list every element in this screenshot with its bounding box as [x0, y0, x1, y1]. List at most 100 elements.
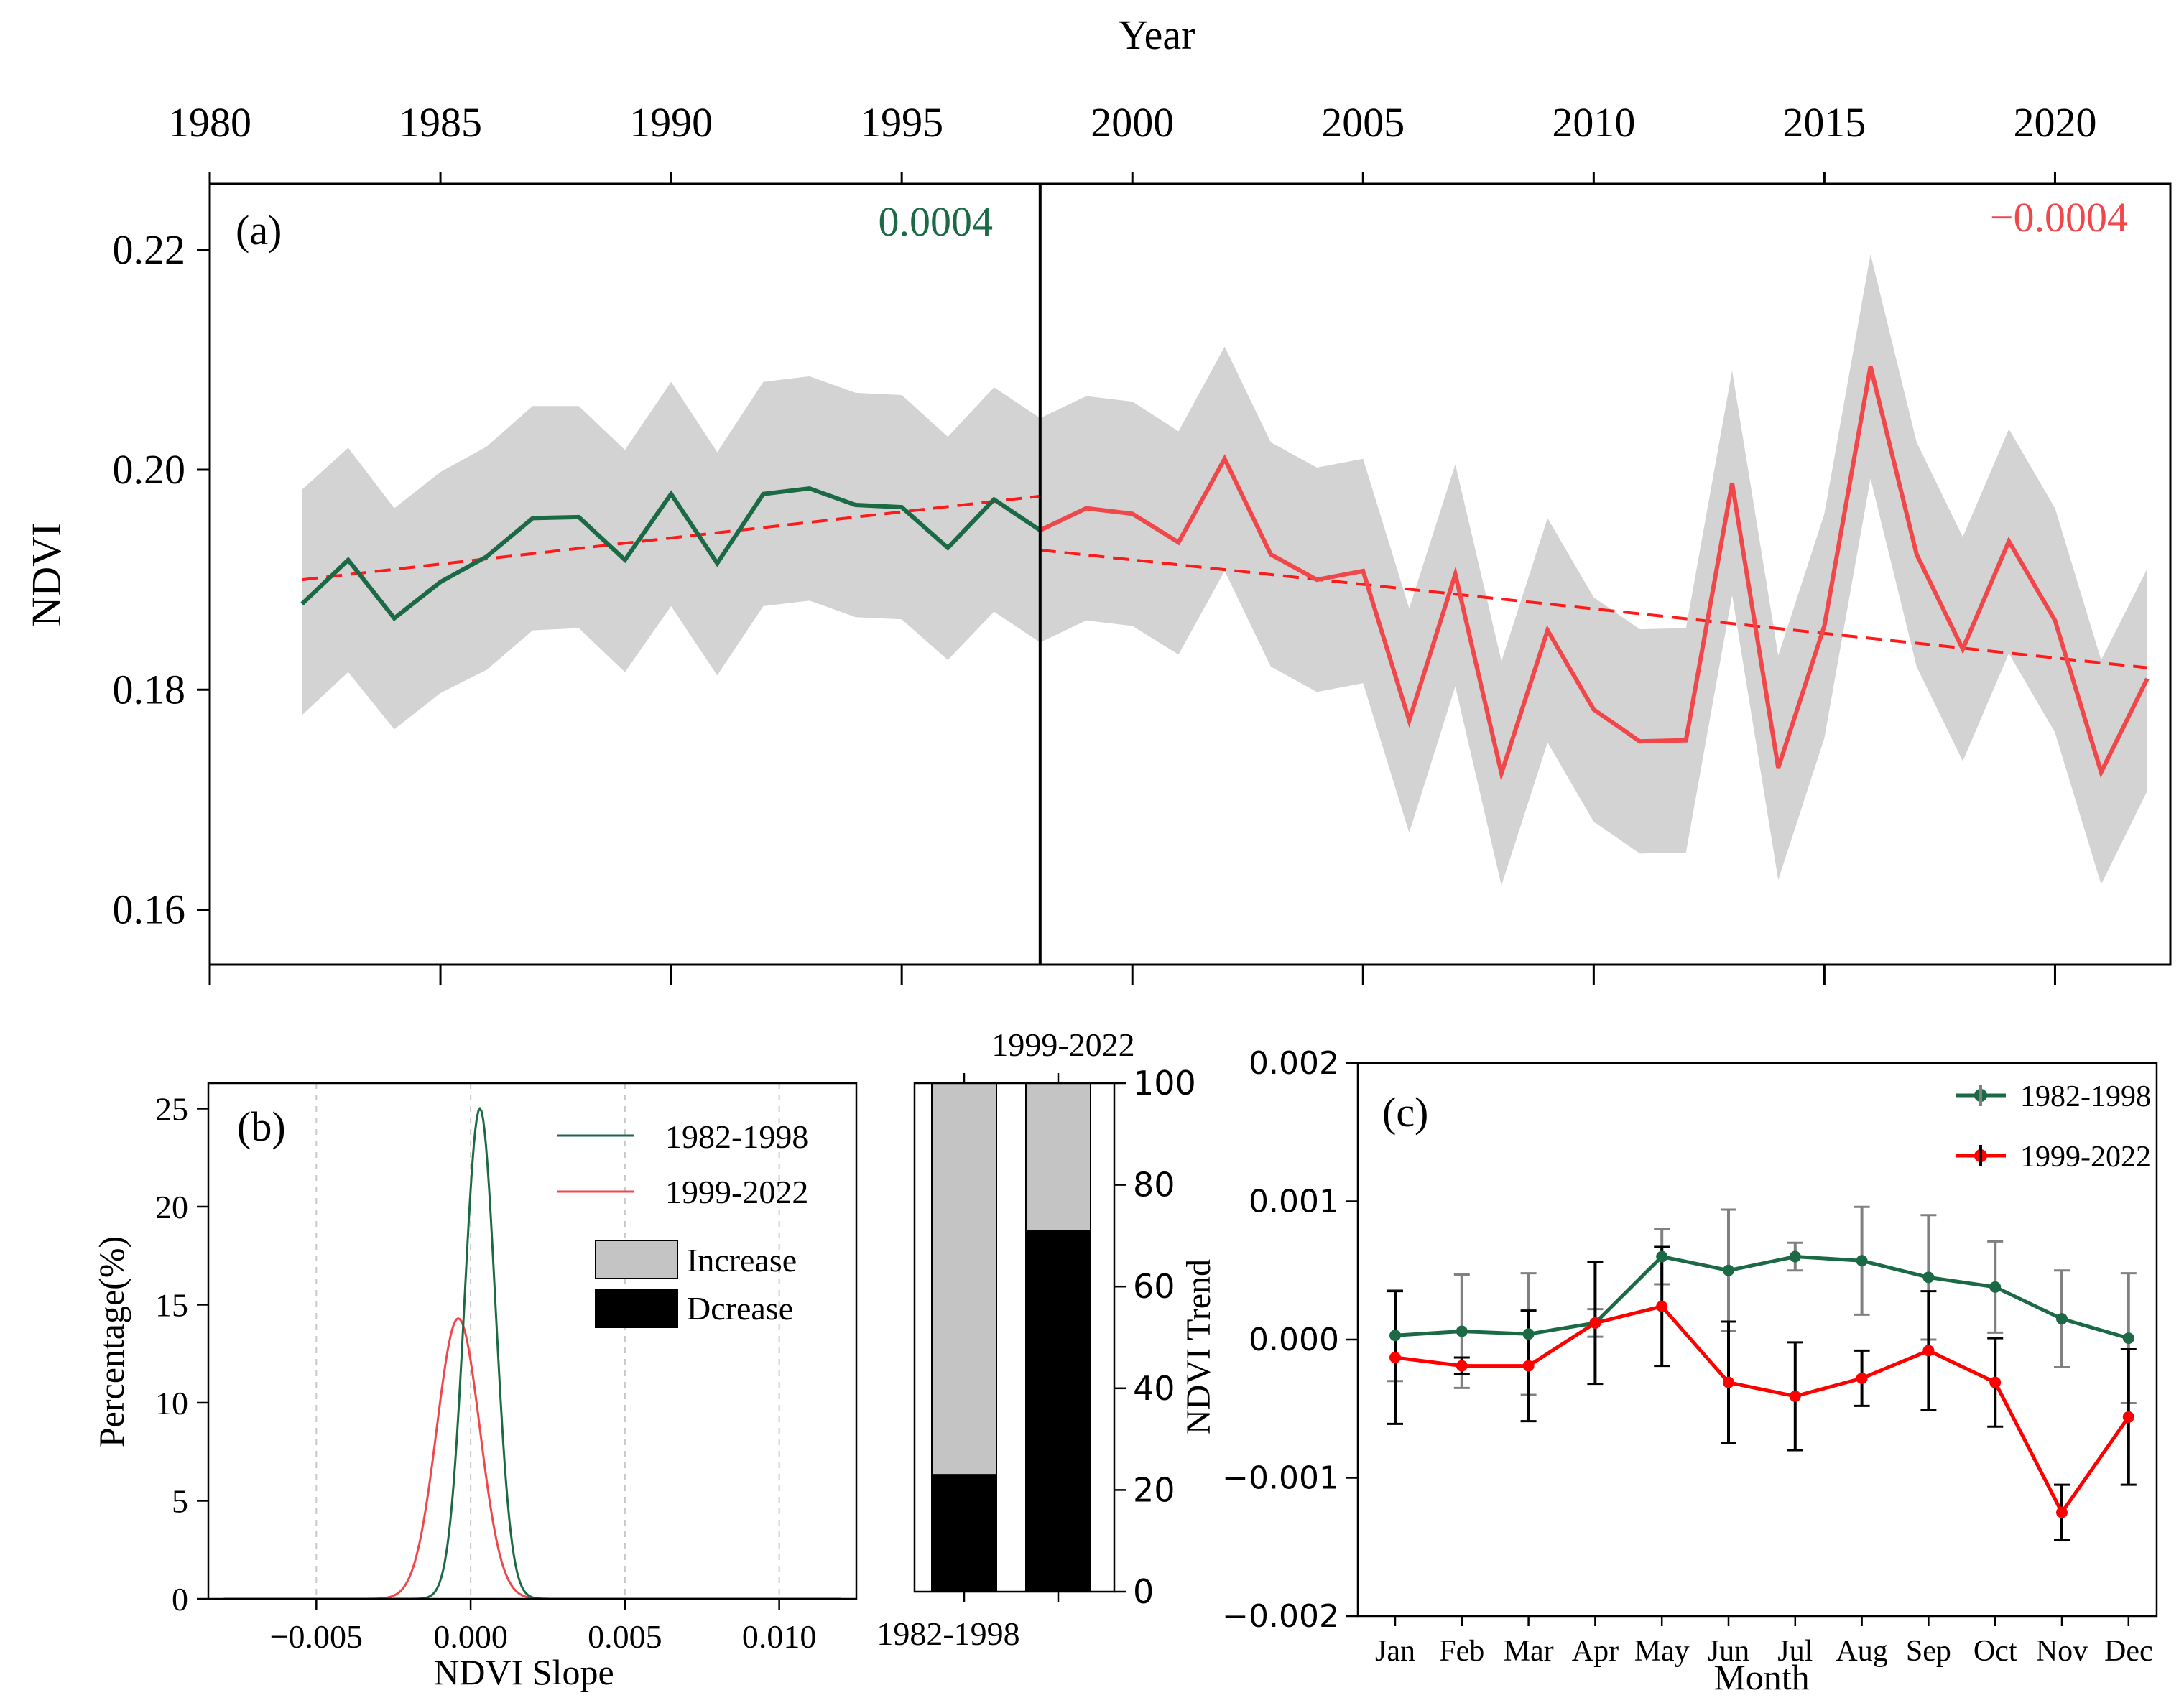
a-xtick-label-2015: 2015	[1782, 99, 1866, 146]
a-xtick-label-2005: 2005	[1321, 99, 1405, 146]
a-xtick-label-1995: 1995	[860, 99, 943, 146]
inset-bar-decrease-1982-1998	[931, 1474, 997, 1592]
c-point-1999-2022-Jun	[1723, 1376, 1734, 1388]
b-ytick-label-15: 15	[155, 1286, 188, 1323]
c-point-1982-1998-Nov	[2056, 1313, 2068, 1325]
c-point-1982-1998-Jan	[1389, 1330, 1401, 1342]
c-point-1999-2022-Sep	[1922, 1345, 1935, 1357]
b-xtick-label-0.010: 0.010	[742, 1618, 817, 1655]
c-point-1982-1998-Aug	[1856, 1255, 1868, 1267]
c-x-ticks: Jan Feb Mar Apr May Jun Jul Aug Sep Oct Nov Dec	[1375, 1616, 2153, 1668]
c-point-1999-2022-Jan	[1389, 1352, 1401, 1364]
a-xtick-label-2010: 2010	[1552, 99, 1635, 146]
inset-frame	[913, 1082, 1116, 1593]
a-series-line-1982-1998	[300, 486, 1042, 621]
c-point-1982-1998-Oct	[1989, 1281, 2002, 1293]
a-series-line-1999-2022	[1039, 366, 2150, 781]
c-xtick-label-Feb: Feb	[1439, 1635, 1484, 1668]
legend-increase-swatch	[595, 1240, 678, 1279]
b-xtick-label-0.000: 0.000	[433, 1618, 508, 1655]
panel-a-slope-right: −0.0004	[1990, 194, 2128, 241]
c-ytick-label-0.002: 0.002	[1249, 1045, 1339, 1082]
panel-a-frame	[208, 182, 2172, 966]
a-series-lines	[300, 366, 2150, 781]
c-point-1999-2022-Jul	[1789, 1390, 1801, 1402]
b-x-ticks: −0.005 0.000 0.005 0.010	[270, 1599, 817, 1655]
inset-bottom-label: 1982-1998	[876, 1615, 1019, 1652]
c-point-1982-1998-Jun	[1723, 1264, 1734, 1276]
c-point-1982-1998-Dec	[2122, 1332, 2134, 1345]
a-trend-1999-2022	[1040, 548, 2148, 669]
legend-decrease-label: Dcrease	[687, 1290, 793, 1327]
panel-c-label: (c)	[1382, 1089, 1428, 1136]
c-ytick-label-−0.002: −0.002	[1222, 1598, 1339, 1635]
a-xtick-label-1990: 1990	[629, 99, 713, 146]
c-point-1999-2022-Aug	[1856, 1372, 1868, 1384]
c-xtick-label-Sep: Sep	[1906, 1635, 1951, 1668]
b-ytick-label-20: 20	[155, 1189, 188, 1225]
c-xtick-label-Apr: Apr	[1572, 1635, 1619, 1668]
c-series-lines	[1389, 1250, 2134, 1518]
a-y-ticks: 0.16 0.18 0.20 0.22	[113, 226, 210, 932]
inset-bar-increase-1999-2022	[1025, 1082, 1091, 1232]
b-gridlines	[315, 1083, 780, 1599]
b-ytick-label-0: 0	[172, 1581, 188, 1618]
inset-ytick-label-20: 20	[1133, 1470, 1175, 1509]
c-legend-label-1982-1998: 1982-1998	[2020, 1080, 2151, 1113]
inset-ytick-label-80: 80	[1133, 1166, 1175, 1205]
a-ytick-label-0.20: 0.20	[113, 446, 186, 493]
b-ytick-label-25: 25	[155, 1090, 188, 1127]
c-xtick-label-Oct: Oct	[1974, 1635, 2017, 1668]
a-xtick-label-1980: 1980	[168, 99, 251, 146]
a-xtick-label-2020: 2020	[2013, 99, 2096, 146]
inset-ytick-label-40: 40	[1133, 1369, 1175, 1408]
a-x-ticks: 1980 1985 1990 1995 2000 2005 2010 2015 2020	[168, 99, 2096, 985]
a-ytick-label-0.22: 0.22	[113, 226, 186, 273]
c-point-1982-1998-Sep	[1922, 1271, 1935, 1284]
c-legend-label-1999-2022: 1999-2022	[2020, 1141, 2151, 1174]
panel-a-xaxis-title: Year	[1119, 11, 1195, 58]
c-ytick-label-−0.001: −0.001	[1222, 1460, 1339, 1497]
panel-b-ylabel: Percentage(%)	[91, 1236, 131, 1447]
b-ytick-label-5: 5	[172, 1482, 188, 1519]
inset-y-ticks: 0 20 40 60 80 100	[1114, 1064, 1196, 1611]
panel-c-xlabel: Month	[1713, 1657, 1809, 1697]
panel-a-slope-left: 0.0004	[879, 198, 994, 245]
inset-ytick-label-0: 0	[1133, 1572, 1154, 1611]
c-xtick-label-Mar: Mar	[1504, 1635, 1554, 1668]
c-xtick-label-Dec: Dec	[2104, 1635, 2153, 1668]
c-point-1982-1998-Feb	[1456, 1325, 1468, 1337]
c-point-1999-2022-Dec	[2122, 1411, 2134, 1423]
c-point-1982-1998-May	[1656, 1250, 1668, 1263]
c-xtick-label-Jun: Jun	[1708, 1635, 1749, 1668]
inset-bar-decrease-1999-2022	[1025, 1230, 1091, 1592]
panel-c: Jan Feb Mar Apr May Jun Jul Aug Sep Oct Nov Dec −0.…	[1180, 1045, 2158, 1697]
c-point-1999-2022-Apr	[1589, 1317, 1601, 1329]
c-xtick-label-Aug: Aug	[1836, 1635, 1887, 1668]
b-y-ticks: 0 5 10 15 20 25	[155, 1090, 208, 1618]
panel-b-frame	[207, 1082, 858, 1600]
panel-c-ylabel: NDVI Trend	[1180, 1259, 1218, 1434]
inset-stacked-bars	[931, 1073, 1091, 1602]
panel-a-label: (a)	[236, 207, 282, 254]
legend-label-1999-2022: 1999-2022	[665, 1174, 808, 1210]
c-point-1999-2022-Nov	[2056, 1506, 2068, 1518]
a-ytick-label-0.18: 0.18	[113, 666, 186, 713]
panel-b-inset: 0 20 40 60 80 100 1999-2022 1982-1998	[876, 1026, 1195, 1652]
c-point-1999-2022-Feb	[1456, 1360, 1468, 1372]
c-ytick-label-0.000: 0.000	[1249, 1322, 1339, 1358]
a-trend-lines	[302, 494, 2148, 669]
c-point-1999-2022-Oct	[1989, 1376, 2002, 1388]
c-point-1982-1998-Mar	[1522, 1328, 1535, 1340]
c-ytick-label-0.001: 0.001	[1249, 1184, 1339, 1220]
c-y-ticks: −0.002 −0.001 0.000 0.001 0.002	[1222, 1045, 1358, 1635]
legend-label-1982-1998: 1982-1998	[665, 1118, 808, 1155]
c-xtick-label-May: May	[1634, 1635, 1690, 1668]
c-xtick-label-Nov: Nov	[2036, 1635, 2088, 1668]
panel-a: Year 1980 1985 1990 1995 2000 2005 2010 2015 202…	[23, 11, 2172, 985]
panel-b-label: (b)	[237, 1103, 286, 1150]
c-point-1999-2022-May	[1656, 1300, 1668, 1312]
c-line-1982-1998	[1394, 1254, 2129, 1340]
inset-ytick-label-60: 60	[1133, 1267, 1175, 1306]
